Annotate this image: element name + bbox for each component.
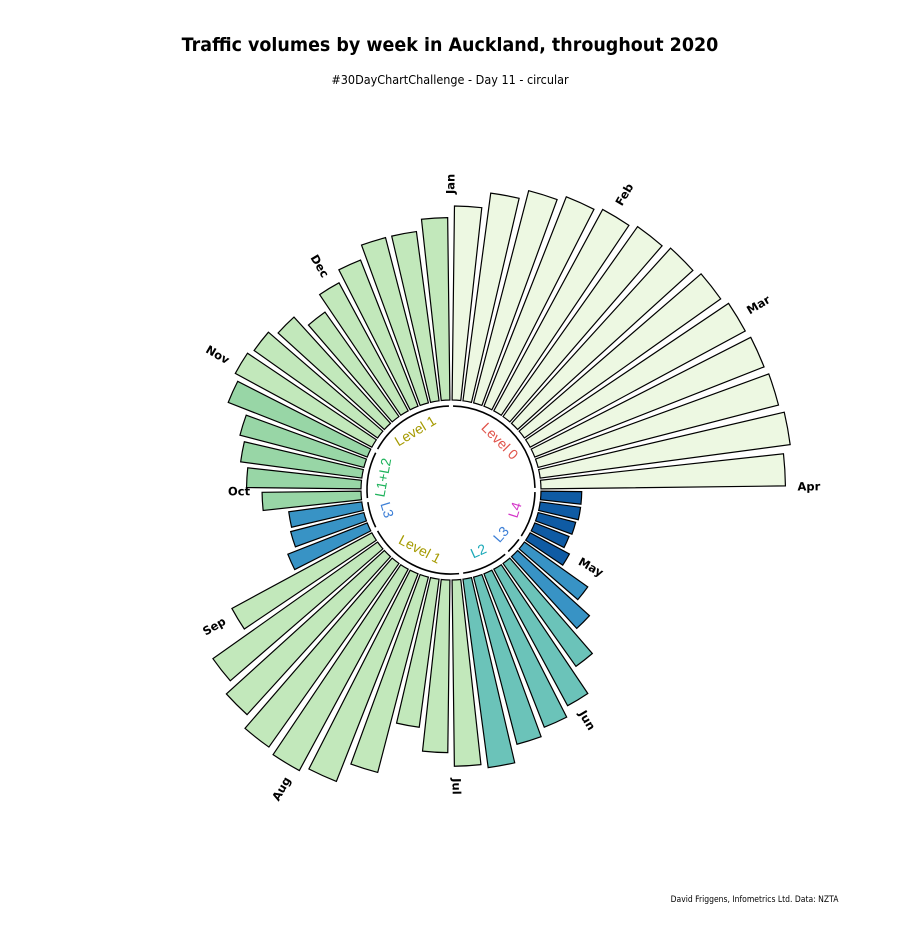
level-arcs-layer [366, 405, 536, 575]
level-label-4: L2 [468, 540, 489, 561]
bar-week-33 [225, 549, 392, 716]
level-arc-5 [376, 530, 460, 575]
bar-week-6 [502, 225, 663, 423]
bar-week-4 [483, 196, 595, 411]
bar-week-16 [534, 511, 577, 535]
bar-week-7 [510, 247, 694, 431]
month-label-jan: Jan [444, 174, 458, 195]
bar-week-20 [510, 549, 591, 630]
chart-caption: David Friggens, Infometrics Ltd. Data: N… [670, 895, 838, 905]
bar-week-35 [231, 531, 378, 630]
bar-week-38 [288, 501, 365, 528]
level-arc-6 [367, 502, 377, 528]
bar-week-34 [212, 541, 384, 682]
chart-title: Traffic volumes by week in Auckland, thr… [181, 34, 719, 56]
month-label-jul: Jul [449, 777, 463, 795]
bar-week-17 [530, 522, 570, 549]
month-label-jun: Jun [575, 707, 598, 733]
level-label-7: L1+L2 [371, 457, 394, 499]
month-label-oct: Oct [228, 484, 251, 498]
bar-week-3 [472, 189, 558, 407]
bar-week-21 [502, 557, 594, 668]
bar-week-36 [287, 522, 372, 571]
bars-layer [212, 189, 791, 783]
bar-week-42 [239, 414, 368, 469]
level-arc-2 [520, 492, 536, 537]
bar-week-27 [421, 578, 451, 754]
bar-week-11 [534, 373, 780, 469]
bar-week-29 [350, 573, 430, 774]
level-arc-3 [507, 538, 520, 553]
bar-week-32 [244, 557, 400, 748]
bar-week-9 [524, 302, 747, 449]
level-arc-7 [366, 452, 377, 499]
level-label-8: Level 1 [392, 412, 439, 449]
level-arc-4 [463, 553, 506, 574]
bar-week-5 [492, 208, 630, 417]
bar-week-30 [308, 569, 419, 783]
month-label-apr: Apr [797, 479, 820, 493]
bar-week-13 [539, 453, 787, 490]
month-label-dec: Dec [308, 252, 332, 280]
month-label-feb: Feb [612, 181, 636, 208]
bar-week-46 [277, 316, 392, 431]
bar-week-39 [261, 490, 363, 512]
bar-week-49 [338, 259, 419, 411]
bar-week-23 [483, 569, 568, 728]
bar-week-12 [537, 411, 791, 479]
month-label-may: May [576, 555, 606, 580]
bar-week-22 [492, 563, 589, 707]
bar-week-51 [390, 230, 440, 404]
bar-week-40 [245, 467, 363, 490]
bar-week-8 [518, 272, 722, 439]
bar-week-18 [524, 531, 571, 566]
bar-week-15 [537, 501, 582, 521]
bar-week-48 [318, 282, 410, 417]
bar-week-1 [451, 205, 483, 402]
month-label-nov: Nov [203, 342, 232, 367]
level-label-2: L4 [505, 500, 525, 520]
level-label-5: Level 1 [396, 531, 444, 566]
bar-week-10 [530, 336, 765, 458]
bar-week-44 [234, 352, 378, 449]
bar-week-43 [227, 380, 372, 458]
bar-week-41 [239, 441, 365, 479]
level-arc-1 [453, 405, 536, 488]
bar-week-47 [307, 311, 400, 423]
month-label-sep: Sep [200, 614, 228, 638]
chart-subtitle: #30DayChartChallenge - Day 11 - circular [331, 72, 569, 87]
bar-week-25 [462, 576, 516, 769]
bar-week-28 [395, 576, 440, 728]
bar-week-37 [289, 511, 368, 548]
bar-week-19 [518, 541, 589, 601]
level-arc-8 [376, 405, 449, 450]
bar-week-26 [451, 578, 482, 767]
month-label-mar: Mar [744, 292, 773, 317]
bar-week-2 [462, 192, 520, 404]
bar-week-31 [272, 563, 410, 772]
month-label-aug: Aug [269, 774, 294, 803]
bar-week-45 [253, 331, 384, 439]
bar-week-24 [472, 573, 542, 745]
level-label-3: L3 [490, 523, 512, 545]
bar-week-14 [539, 490, 583, 505]
bar-week-50 [360, 236, 430, 407]
bar-week-52 [420, 217, 451, 402]
level-label-6: L3 [377, 500, 397, 520]
